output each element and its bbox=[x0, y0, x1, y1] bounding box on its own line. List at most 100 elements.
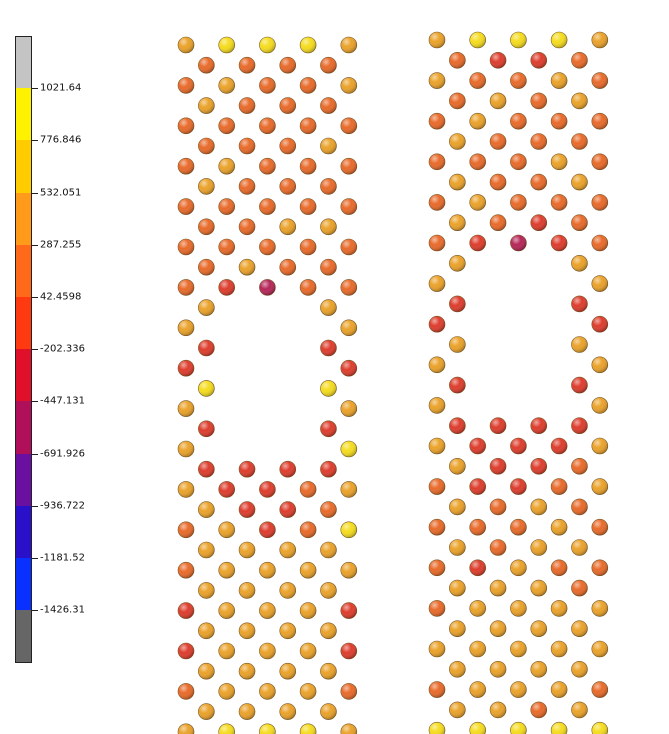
atom-shading bbox=[279, 138, 296, 154]
atom-shading bbox=[510, 438, 527, 454]
atom-shading bbox=[490, 133, 507, 150]
atom-shading bbox=[218, 521, 235, 538]
atom-shading bbox=[259, 521, 276, 538]
atom-shading bbox=[490, 417, 507, 434]
atom-shading bbox=[340, 562, 357, 579]
atom-shading bbox=[429, 397, 445, 414]
atom-shading bbox=[469, 194, 486, 211]
atom-shading bbox=[510, 600, 527, 617]
atom-shading bbox=[340, 360, 357, 377]
atom-shading bbox=[510, 72, 527, 89]
atom-shading bbox=[178, 481, 194, 498]
atom-shading bbox=[279, 542, 296, 558]
atom-shading bbox=[320, 299, 337, 316]
atom-shading bbox=[320, 218, 337, 235]
atom-shading bbox=[300, 239, 317, 255]
atom-shading bbox=[218, 279, 235, 296]
atom-shading bbox=[449, 92, 466, 109]
atom-shading bbox=[591, 356, 608, 373]
atom-shading bbox=[198, 380, 215, 397]
atom-shading bbox=[510, 559, 527, 576]
atom-shading bbox=[571, 174, 588, 191]
atom-shading bbox=[429, 478, 445, 495]
legend-swatch bbox=[15, 558, 32, 612]
atom-shading bbox=[571, 214, 588, 231]
atom-shading bbox=[449, 417, 466, 434]
atom-shading bbox=[490, 701, 507, 718]
atom-shading bbox=[300, 77, 317, 94]
atom-shading bbox=[591, 641, 608, 657]
atom-shading bbox=[429, 681, 445, 698]
atom-shading bbox=[340, 441, 357, 457]
atom-shading bbox=[449, 255, 466, 272]
atom-shading bbox=[469, 438, 486, 454]
legend-swatch bbox=[15, 140, 32, 194]
atom-shading bbox=[591, 316, 608, 333]
legend-label: 42.4598 bbox=[40, 291, 82, 303]
atom-shading bbox=[490, 92, 507, 109]
atom-shading bbox=[178, 319, 194, 336]
atom-shading bbox=[239, 97, 256, 114]
atom-shading bbox=[591, 559, 608, 576]
legend-label: 287.255 bbox=[40, 239, 82, 251]
legend-swatch bbox=[15, 88, 32, 142]
atom-shading bbox=[340, 602, 357, 619]
atom-shading bbox=[198, 663, 215, 680]
legend-tick bbox=[32, 244, 38, 246]
atom-shading bbox=[449, 580, 466, 597]
atom-shading bbox=[530, 133, 547, 150]
atom-shading bbox=[429, 275, 445, 292]
atom-shading bbox=[551, 72, 568, 89]
atom-shading bbox=[429, 113, 445, 130]
atom-shading bbox=[551, 153, 568, 170]
atom-shading bbox=[591, 519, 608, 536]
atom-shading bbox=[429, 600, 445, 617]
atom-shading bbox=[591, 478, 608, 495]
atom-shading bbox=[198, 501, 215, 518]
atom-shading bbox=[340, 683, 357, 700]
atom-shading bbox=[320, 57, 337, 74]
atom-shading bbox=[259, 723, 276, 734]
atom-shading bbox=[300, 117, 317, 134]
atom-shading bbox=[178, 683, 194, 700]
atom-shading bbox=[239, 501, 256, 518]
atom-shading bbox=[571, 133, 588, 150]
atom-shading bbox=[259, 239, 276, 255]
atom-shading bbox=[469, 641, 486, 657]
atom-shading bbox=[259, 279, 276, 296]
atom-shading bbox=[340, 279, 357, 296]
legend-label: -1426.31 bbox=[40, 604, 85, 616]
atom-shading bbox=[340, 117, 357, 134]
atom-shading bbox=[239, 703, 256, 720]
atom-shading bbox=[218, 562, 235, 579]
atom-shading bbox=[490, 214, 507, 231]
atom-shading bbox=[239, 461, 256, 478]
atom-shading bbox=[530, 580, 547, 597]
atom-shading bbox=[239, 582, 256, 599]
atom-shading bbox=[551, 113, 568, 130]
atom-shading bbox=[279, 57, 296, 74]
atom-shading bbox=[551, 600, 568, 617]
atom-shading bbox=[218, 723, 235, 734]
atom-shading bbox=[571, 92, 588, 109]
atom-shading bbox=[279, 178, 296, 195]
atom-shading bbox=[469, 600, 486, 617]
atom-shading bbox=[218, 117, 235, 134]
atom-shading bbox=[340, 521, 357, 538]
atom-shading bbox=[300, 198, 317, 215]
legend-label: 532.051 bbox=[40, 187, 82, 199]
atom-shading bbox=[320, 501, 337, 518]
atom-shading bbox=[490, 620, 507, 637]
atom-shading bbox=[218, 37, 235, 53]
atom-shading bbox=[571, 701, 588, 718]
atom-shading bbox=[198, 461, 215, 478]
atom-shading bbox=[429, 438, 445, 454]
atom-shading bbox=[259, 562, 276, 579]
atom-shading bbox=[530, 174, 547, 191]
atom-shading bbox=[469, 722, 486, 734]
atom-shading bbox=[259, 198, 276, 215]
atom-shading bbox=[300, 279, 317, 296]
atom-shading bbox=[279, 218, 296, 235]
atom-shading bbox=[279, 622, 296, 639]
